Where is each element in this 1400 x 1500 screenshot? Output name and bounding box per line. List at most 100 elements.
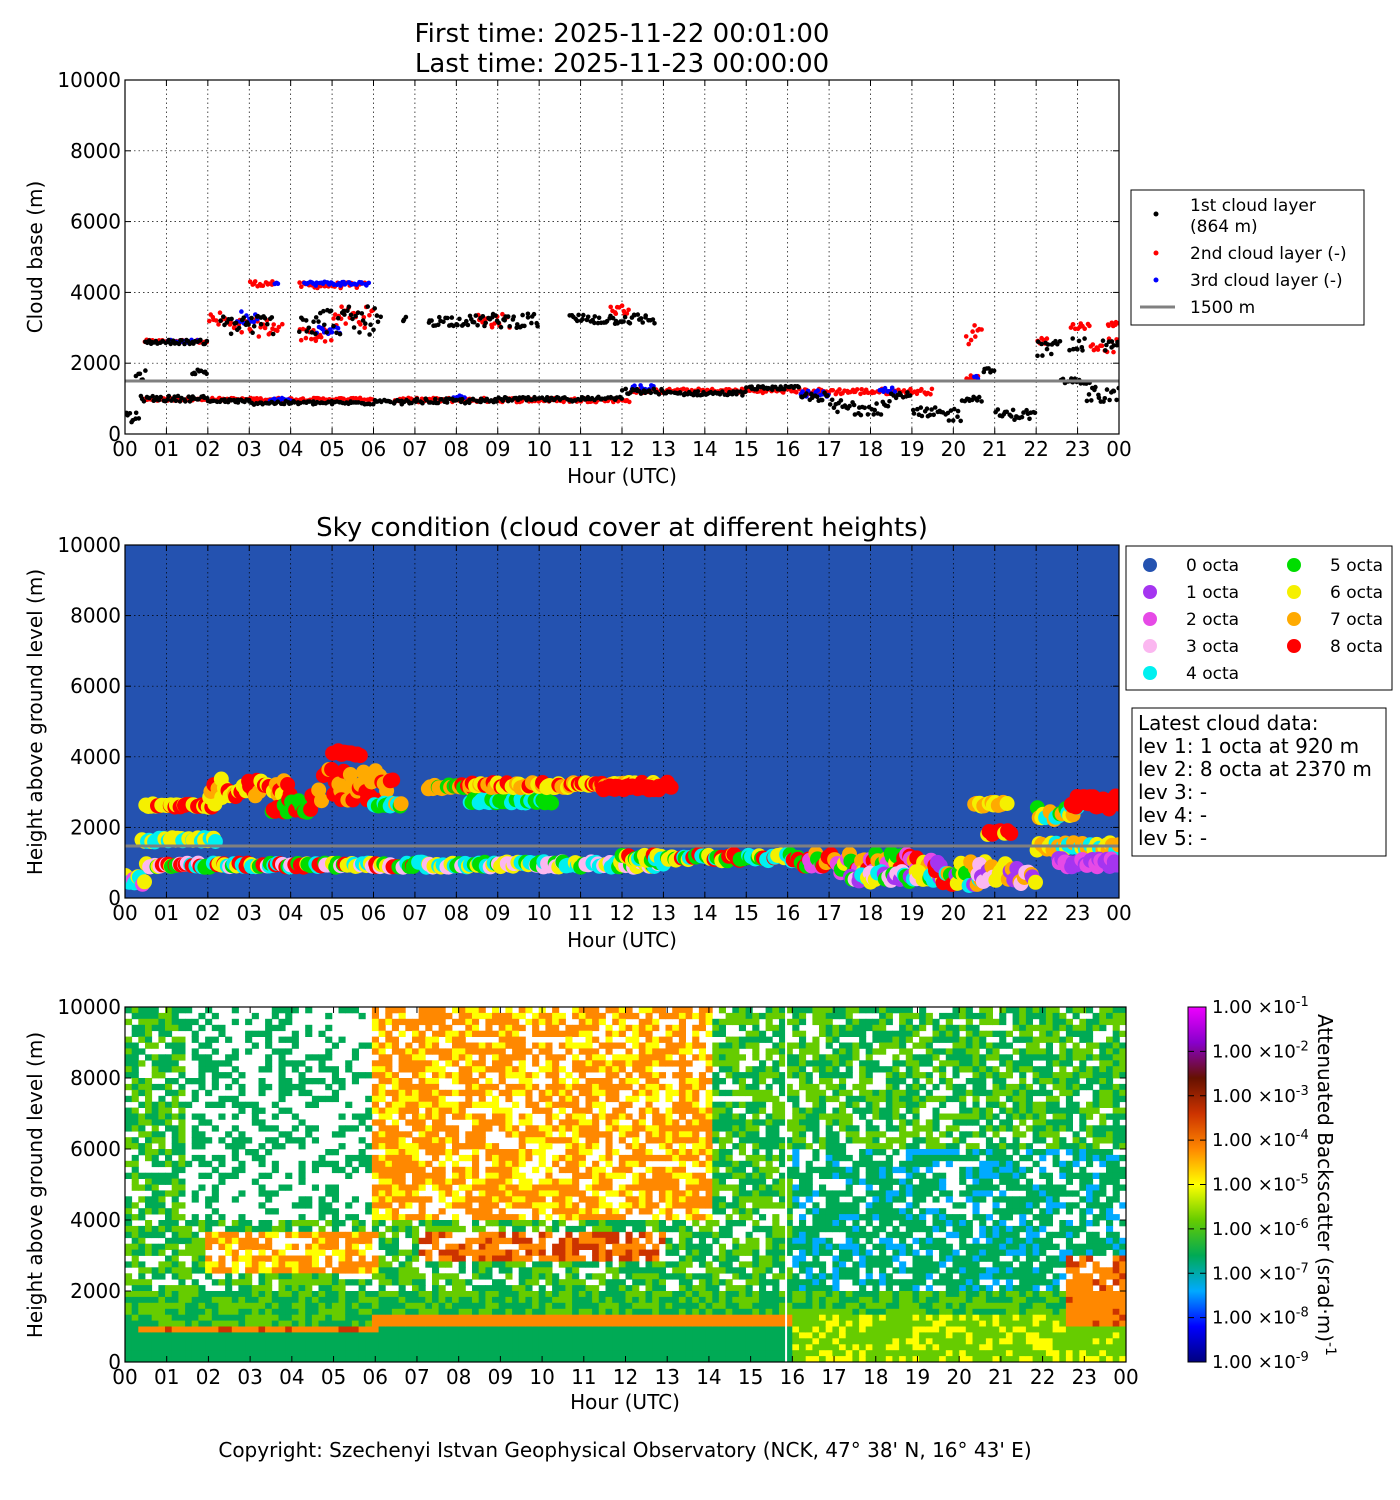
backscatter-cell (218, 1178, 226, 1185)
backscatter-cell (418, 1237, 426, 1245)
backscatter-cell (412, 1225, 420, 1233)
cloud-point (531, 311, 537, 317)
backscatter-cell (131, 1296, 139, 1304)
backscatter-cell (345, 1255, 353, 1262)
backscatter-cell (358, 1160, 366, 1168)
backscatter-cell (185, 1326, 193, 1333)
octa-point (1028, 874, 1043, 890)
backscatter-cell (325, 1220, 333, 1227)
backscatter-cell (432, 1078, 440, 1085)
backscatter-cell (145, 1231, 153, 1239)
backscatter-cell (432, 1237, 440, 1245)
backscatter-cell (465, 1095, 473, 1103)
backscatter-cell (165, 1042, 173, 1049)
backscatter-cell (318, 1231, 326, 1239)
backscatter-cell (371, 1296, 379, 1304)
backscatter-cell (198, 1225, 206, 1233)
backscatter-cell (171, 1160, 179, 1168)
backscatter-cell (432, 1332, 440, 1339)
backscatter-cell (331, 1308, 339, 1316)
backscatter-cell (231, 1356, 239, 1362)
backscatter-cell (358, 1338, 366, 1345)
backscatter-cell (165, 1007, 173, 1014)
backscatter-cell (285, 1338, 293, 1345)
backscatter-cell (178, 1143, 186, 1150)
backscatter-cell (178, 1166, 186, 1174)
backscatter-cell (211, 1231, 219, 1239)
backscatter-cell (211, 1356, 219, 1362)
backscatter-cell (345, 1356, 353, 1362)
backscatter-cell (265, 1302, 273, 1310)
backscatter-cell (131, 1125, 139, 1132)
backscatter-cell (305, 1314, 313, 1321)
backscatter-cell (365, 1113, 373, 1120)
backscatter-cell (171, 1338, 179, 1345)
cloud-point (233, 320, 239, 326)
latest-line-1: lev 1: 1 octa at 920 m (1138, 734, 1359, 758)
backscatter-cell (158, 1178, 166, 1185)
backscatter-cell (325, 1332, 333, 1339)
backscatter-cell (371, 1154, 379, 1162)
backscatter-cell (278, 1007, 286, 1014)
backscatter-cell (438, 1113, 446, 1120)
backscatter-cell (325, 1012, 333, 1020)
backscatter-cell (418, 1249, 426, 1256)
cloud-point (604, 318, 610, 324)
backscatter-cell (351, 1048, 359, 1055)
backscatter-cell (425, 1107, 433, 1114)
backscatter-cell (251, 1350, 259, 1357)
backscatter-cell (158, 1036, 166, 1043)
backscatter-cell (258, 1273, 266, 1280)
cloud-point (309, 330, 315, 335)
backscatter-cell (178, 1261, 186, 1268)
backscatter-cell (145, 1220, 153, 1227)
backscatter-cell (472, 1225, 480, 1233)
backscatter-cell (418, 1208, 426, 1215)
backscatter-cell (311, 1220, 319, 1227)
cloud-point (494, 399, 499, 404)
backscatter-cell (138, 1249, 146, 1256)
backscatter-cell (351, 1154, 359, 1162)
cloud-point (619, 303, 625, 309)
backscatter-cell (385, 1196, 393, 1203)
backscatter-cell (145, 1030, 153, 1037)
backscatter-cell (418, 1338, 426, 1345)
backscatter-cell (251, 1119, 259, 1126)
backscatter-cell (378, 1160, 386, 1168)
backscatter-cell (478, 1101, 486, 1108)
cloud-point (1103, 348, 1108, 353)
cloud-point (955, 408, 961, 414)
backscatter-cell (245, 1302, 253, 1310)
backscatter-cell (138, 1338, 146, 1345)
backscatter-cell (371, 1042, 379, 1049)
backscatter-cell (238, 1220, 246, 1227)
backscatter-cell (258, 1261, 266, 1268)
backscatter-cell (418, 1314, 426, 1321)
backscatter-cell (465, 1237, 473, 1245)
backscatter-cell (385, 1042, 393, 1049)
backscatter-cell (218, 1255, 226, 1262)
backscatter-cell (445, 1131, 453, 1138)
backscatter-cell (458, 1320, 466, 1327)
backscatter-cell (231, 1007, 239, 1014)
cloud-point (1102, 396, 1108, 401)
cloud-point (1019, 414, 1025, 420)
backscatter-cell (285, 1018, 293, 1026)
backscatter-cell (418, 1196, 426, 1203)
first-time-title: First time: 2025-11-22 00:01:00 (415, 19, 830, 49)
backscatter-cell (458, 1178, 466, 1185)
backscatter-cell (151, 1007, 159, 1014)
backscatter-cell (258, 1243, 266, 1250)
cloud-point (918, 405, 924, 410)
backscatter-cell (478, 1143, 486, 1150)
backscatter-cell (185, 1237, 193, 1245)
backscatter-cell (205, 1308, 213, 1316)
backscatter-cell (138, 1267, 146, 1274)
backscatter-cell (378, 1125, 386, 1132)
backscatter-cell (385, 1137, 393, 1144)
cloud-point (221, 314, 226, 320)
backscatter-cell (398, 1066, 406, 1073)
backscatter-cell (425, 1255, 433, 1262)
backscatter-cell (145, 1131, 153, 1138)
backscatter-cell (225, 1143, 233, 1150)
